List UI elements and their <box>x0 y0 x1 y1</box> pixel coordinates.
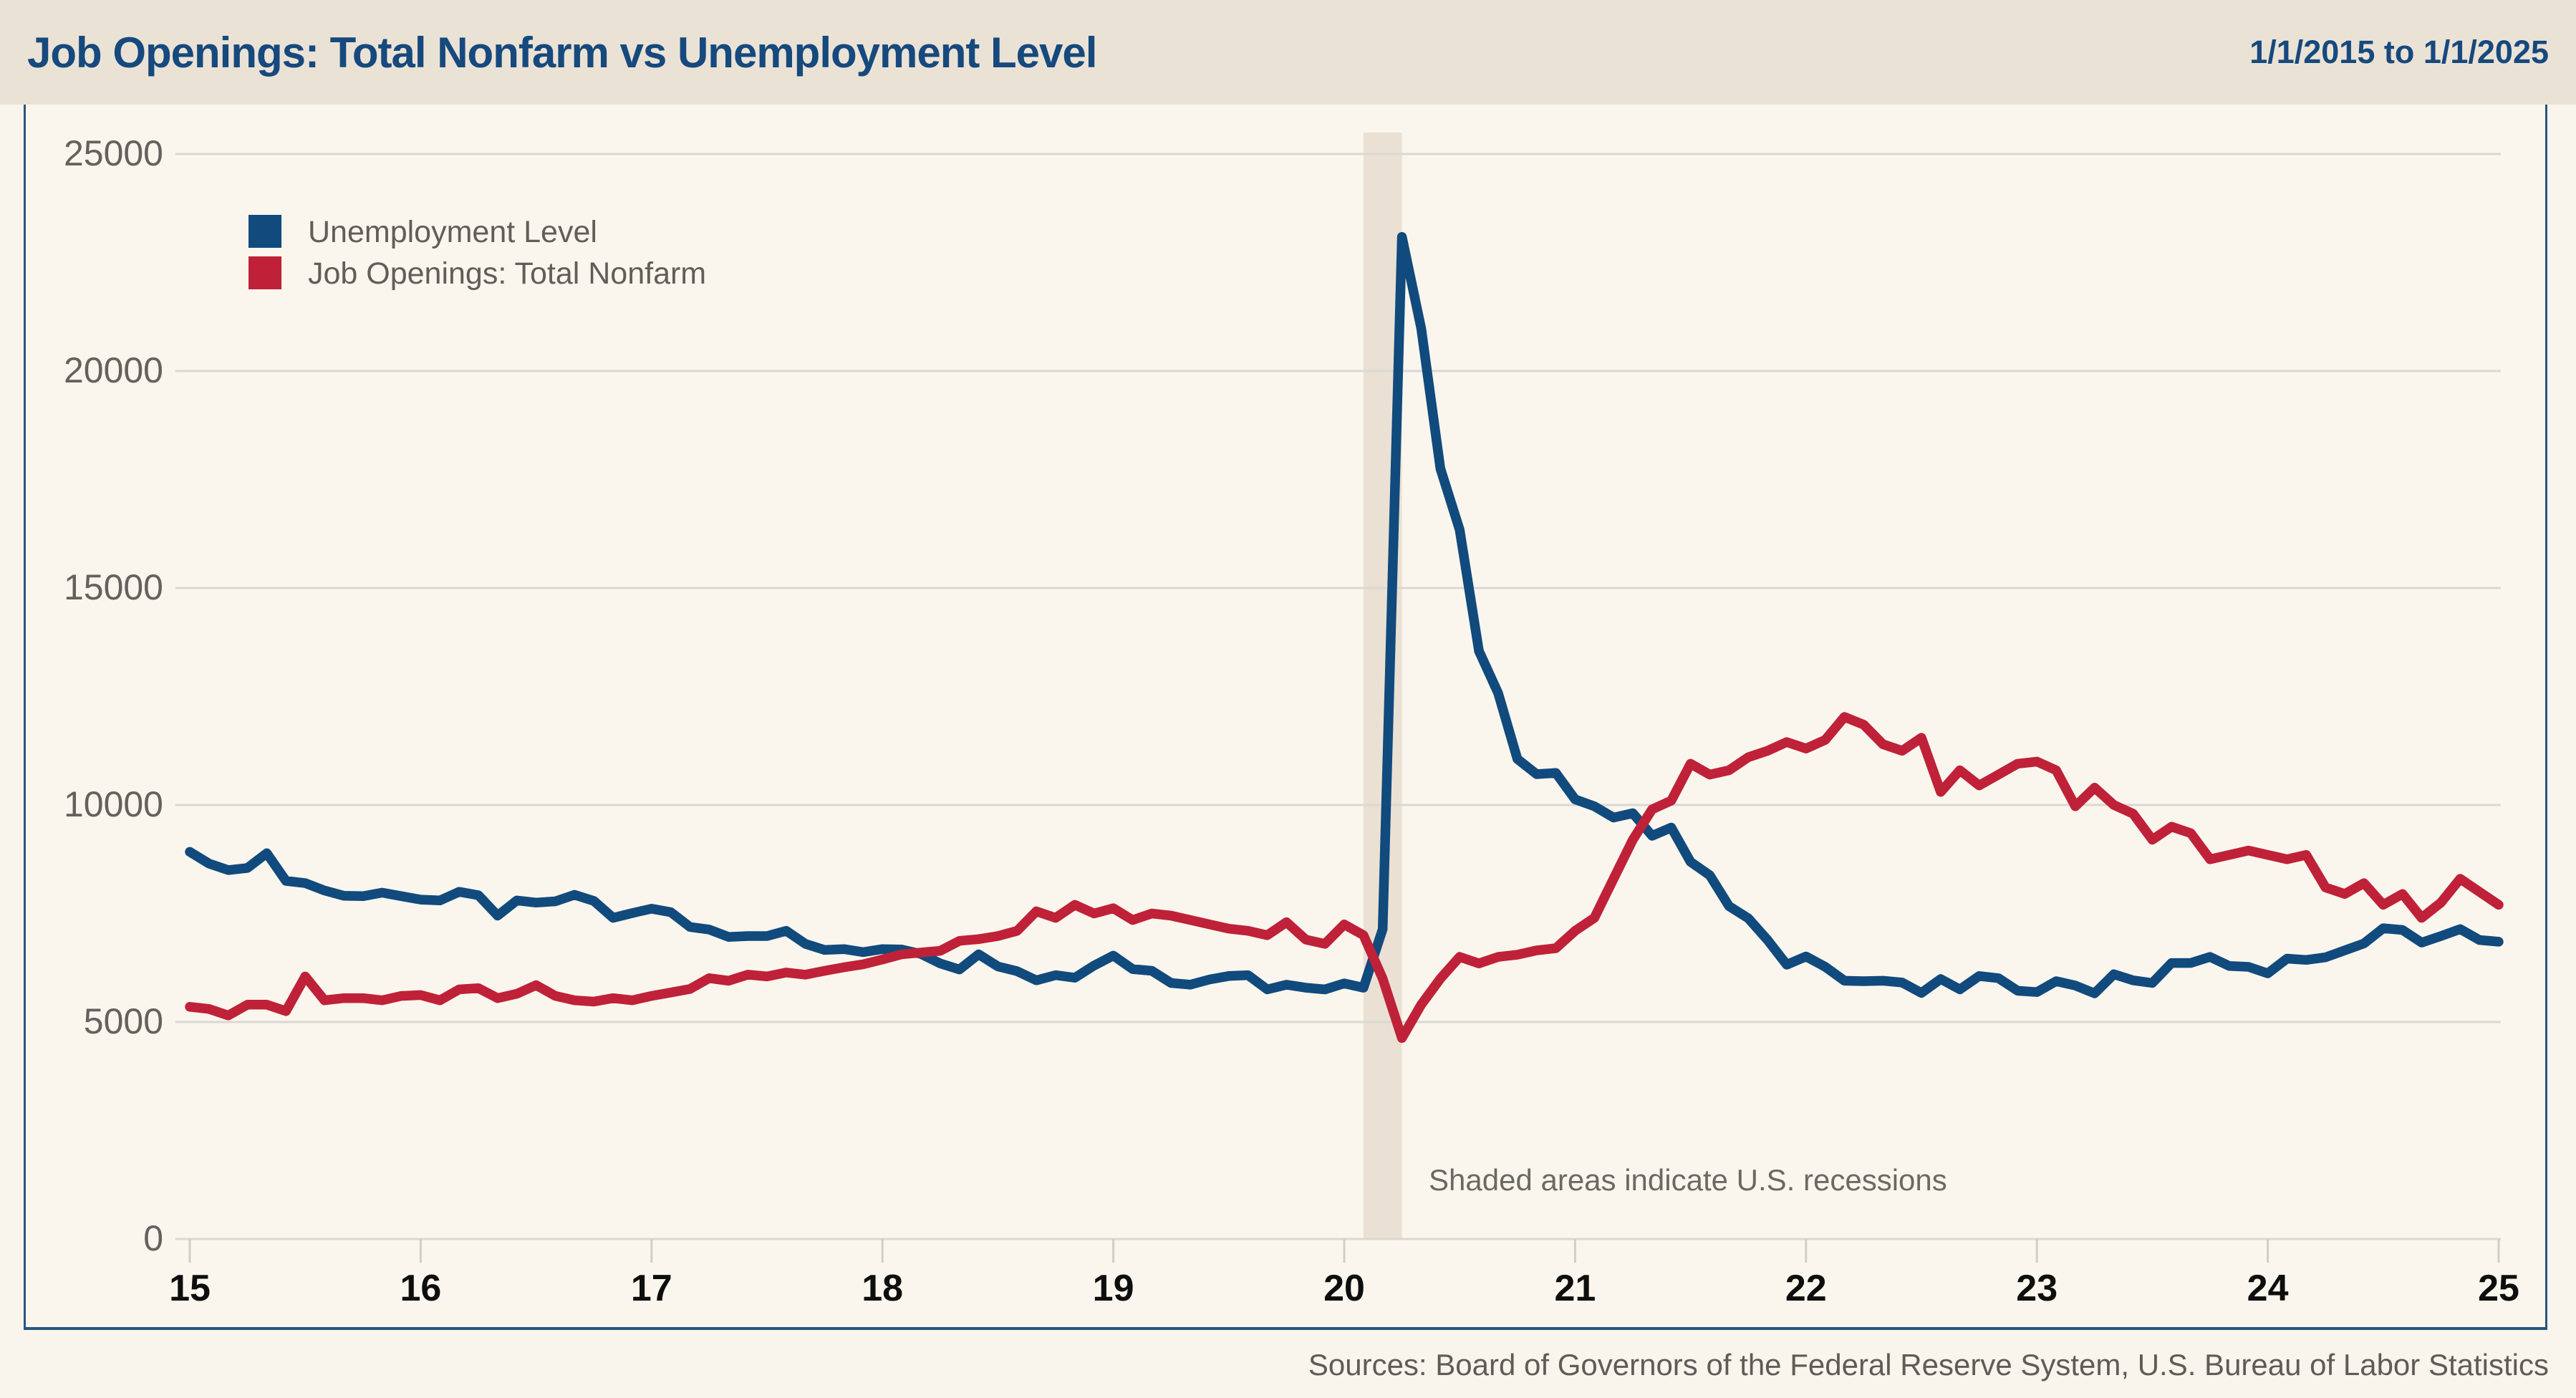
x-tick-label: 23 <box>2016 1268 2058 1309</box>
x-tick-label: 21 <box>1554 1268 1596 1309</box>
chart-header: Job Openings: Total Nonfarm vs Unemploym… <box>0 0 2576 105</box>
legend-swatch-unemployment-level <box>249 215 281 248</box>
y-tick-label: 10000 <box>64 784 163 824</box>
x-tick-label: 19 <box>1093 1268 1134 1309</box>
series-line-job-openings-total-nonfarm <box>185 712 2504 1043</box>
y-tick-label: 5000 <box>84 1001 163 1041</box>
date-range: 1/1/2015 to 1/1/2025 <box>2249 34 2549 70</box>
x-axis-layer: 15 16 17 18 19 20 21 22 23 24 25 <box>169 1239 2519 1309</box>
x-tick-label: 15 <box>169 1268 211 1309</box>
legend-label-unemployment-level: Unemployment Level <box>308 215 597 249</box>
y-tick-label: 25000 <box>64 133 163 173</box>
plot-panel <box>24 105 2547 1330</box>
chart-title: Job Openings: Total Nonfarm vs Unemploym… <box>27 28 1097 77</box>
footer: Sources: Board of Governors of the Feder… <box>0 1332 2549 1398</box>
x-tick-label: 20 <box>1323 1268 1365 1309</box>
x-tick-label: 24 <box>2247 1268 2289 1309</box>
series-line-unemployment-level <box>185 231 2504 998</box>
y-tick-label: 0 <box>143 1218 163 1258</box>
x-tick-label: 22 <box>1785 1268 1827 1309</box>
legend-label-job-openings: Job Openings: Total Nonfarm <box>308 256 706 291</box>
y-tick-label: 20000 <box>64 350 163 390</box>
series-layer <box>185 231 2504 1043</box>
x-tick-label: 17 <box>631 1268 672 1309</box>
x-tick-label: 16 <box>400 1268 441 1309</box>
x-tick-label: 25 <box>2478 1268 2519 1309</box>
gridline-layer: 0 5000 10000 15000 20000 25000 <box>64 133 2501 1258</box>
x-tick-label: 18 <box>862 1268 903 1309</box>
recession-note: Shaded areas indicate U.S. recessions <box>1429 1163 1947 1197</box>
y-tick-label: 15000 <box>64 567 163 607</box>
legend: Unemployment Level Job Openings: Total N… <box>249 215 706 291</box>
sources-text: Sources: Board of Governors of the Feder… <box>1308 1348 2549 1382</box>
legend-swatch-job-openings <box>249 256 281 289</box>
